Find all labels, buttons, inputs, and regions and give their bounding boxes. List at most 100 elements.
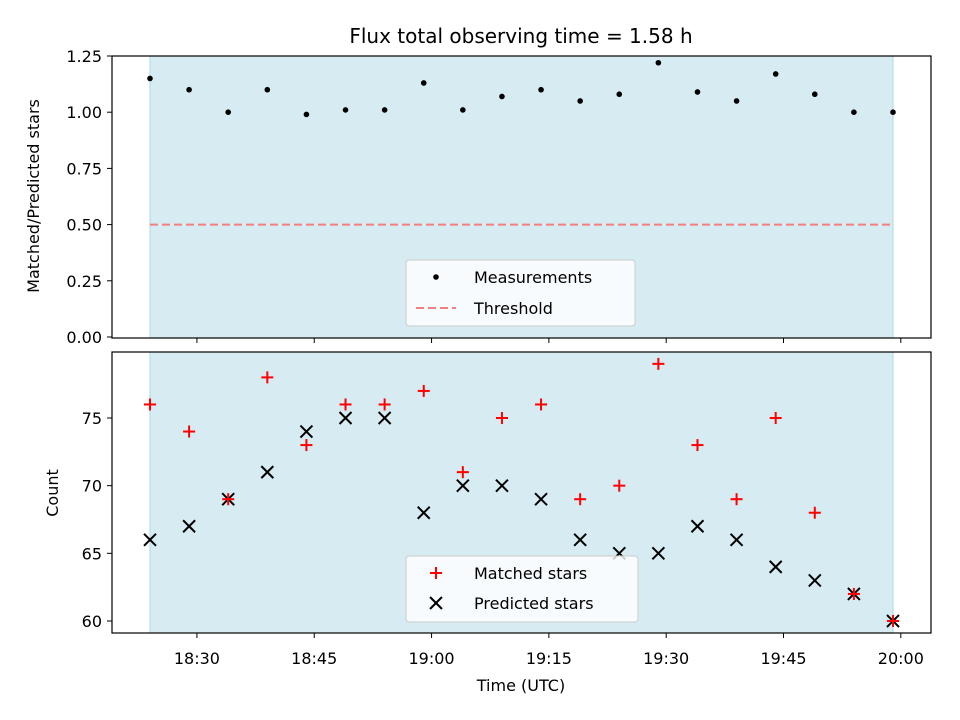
matched-point xyxy=(691,439,704,452)
top-panel: 0.00 0.25 0.50 0.75 1.00 1.25 Measurements Thre… xyxy=(66,47,932,347)
top-y-axis-label: Matched/Predicted stars xyxy=(24,99,43,293)
y-tick-label-top: 0.50 xyxy=(66,216,102,235)
matched-point xyxy=(730,493,743,506)
y-tick-label-top: 0.00 xyxy=(66,328,102,347)
legend-label-predicted: Predicted stars xyxy=(474,594,594,613)
predicted-point-b xyxy=(143,533,157,547)
legend-bottom: Matched stars Predicted stars xyxy=(405,555,639,623)
legend-label-matched: Matched stars xyxy=(474,564,587,583)
predicted-point xyxy=(182,519,196,533)
measurement-point xyxy=(420,80,427,86)
matched-point xyxy=(613,479,626,492)
predicted-point xyxy=(377,411,392,425)
y-tick-label-bottom: 75 xyxy=(82,409,102,428)
predicted-point-b xyxy=(377,411,392,425)
predicted-point-b xyxy=(729,533,744,547)
bottom-panel: 60 65 70 75 18:30 18:45 19:00 19:15 19:30 19:45 20… xyxy=(82,351,932,668)
predicted-point-b xyxy=(456,478,470,493)
predicted-point-b xyxy=(417,506,431,520)
matched-point xyxy=(222,493,235,506)
measurement-point xyxy=(772,71,779,77)
predicted-point xyxy=(690,519,705,533)
predicted-point-b xyxy=(260,465,275,479)
matched-point xyxy=(339,398,352,411)
matched-point xyxy=(495,412,508,424)
x-tick-label: 18:45 xyxy=(291,649,337,668)
matched-point xyxy=(183,425,196,438)
legend-marker-predicted xyxy=(429,596,443,610)
legend-top: Measurements Threshold xyxy=(405,259,636,327)
matched-point xyxy=(378,398,391,411)
measurement-point xyxy=(577,98,583,104)
legend-label-measurements: Measurements xyxy=(474,268,592,287)
y-tick-label-top: 1.00 xyxy=(66,103,102,122)
predicted-point-b xyxy=(808,573,822,588)
predicted-point xyxy=(768,560,783,574)
matched-point xyxy=(417,384,430,397)
predicted-point xyxy=(299,424,314,439)
predicted-point xyxy=(495,478,509,493)
legend-box-bottom xyxy=(405,555,639,623)
measurement-point xyxy=(186,86,192,93)
y-tick-label-top: 1.25 xyxy=(66,47,102,66)
matched-point xyxy=(144,398,156,411)
predicted-point xyxy=(808,573,822,588)
measurement-point xyxy=(694,89,701,95)
predicted-point xyxy=(651,546,666,561)
predicted-point-b xyxy=(495,478,509,493)
x-tick-label: 19:15 xyxy=(526,649,572,668)
measurement-point xyxy=(499,93,505,100)
measurement-point xyxy=(381,107,388,113)
measurement-point xyxy=(147,75,153,82)
measurement-point xyxy=(342,107,349,113)
axes-frame-bottom xyxy=(111,351,932,634)
legend-marker-predicted-b xyxy=(429,596,443,610)
predicted-point xyxy=(573,533,587,547)
measurement-point xyxy=(890,109,896,115)
x-axis-label: Time (UTC) xyxy=(476,676,565,695)
measurement-point xyxy=(733,98,740,104)
axes-frame-top xyxy=(111,55,932,339)
measurement-point xyxy=(460,107,466,113)
matched-point xyxy=(300,439,313,452)
matched-point xyxy=(456,466,469,479)
predicted-point-b xyxy=(768,560,783,574)
measurement-point xyxy=(851,109,857,115)
predicted-point xyxy=(143,533,157,547)
x-tick-label: 18:30 xyxy=(174,649,220,668)
predicted-point xyxy=(534,492,548,506)
y-tick-label-top: 0.75 xyxy=(66,159,102,178)
legend-label-threshold: Threshold xyxy=(473,299,553,318)
matched-point xyxy=(574,493,587,506)
y-tick-label-top: 0.25 xyxy=(66,272,102,291)
predicted-point-b xyxy=(534,492,548,506)
matched-point xyxy=(808,506,821,519)
predicted-point xyxy=(417,506,431,520)
y-tick-label-bottom: 70 xyxy=(82,477,102,496)
matched-point xyxy=(535,398,548,411)
predicted-point xyxy=(338,411,353,425)
measurement-point xyxy=(655,59,662,66)
measurement-point xyxy=(811,91,818,98)
predicted-point xyxy=(729,533,744,547)
predicted-point xyxy=(260,465,275,479)
x-tick-label: 20:00 xyxy=(878,649,924,668)
predicted-point-b xyxy=(299,424,314,439)
bottom-y-axis-label: Count xyxy=(43,469,62,517)
legend-marker-measurements xyxy=(433,274,439,280)
x-tick-label: 19:45 xyxy=(760,649,806,668)
predicted-point xyxy=(456,478,470,493)
matched-point xyxy=(887,615,899,627)
predicted-point-b xyxy=(690,519,705,533)
matched-point xyxy=(769,412,782,424)
matched-point xyxy=(652,357,665,370)
legend-box-top xyxy=(405,259,636,327)
chart-title: Flux total observing time = 1.58 h xyxy=(349,24,692,48)
measurement-point xyxy=(264,86,271,93)
measurement-point xyxy=(303,111,310,118)
measurement-point xyxy=(538,86,544,93)
x-tick-label: 19:30 xyxy=(643,649,689,668)
y-tick-label-bottom: 60 xyxy=(82,612,102,631)
matched-point xyxy=(847,587,860,600)
